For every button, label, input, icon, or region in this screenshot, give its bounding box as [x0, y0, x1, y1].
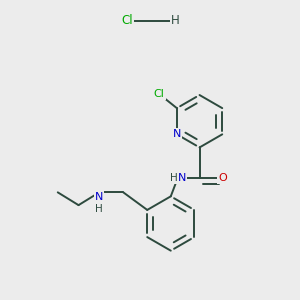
Text: N: N [95, 192, 103, 202]
Text: O: O [218, 173, 227, 183]
Text: Cl: Cl [154, 89, 165, 99]
Text: N: N [178, 173, 186, 183]
Text: Cl: Cl [122, 14, 134, 27]
Text: N: N [173, 129, 181, 139]
Text: H: H [95, 205, 103, 214]
Text: H: H [171, 14, 180, 27]
Text: H: H [170, 173, 178, 183]
